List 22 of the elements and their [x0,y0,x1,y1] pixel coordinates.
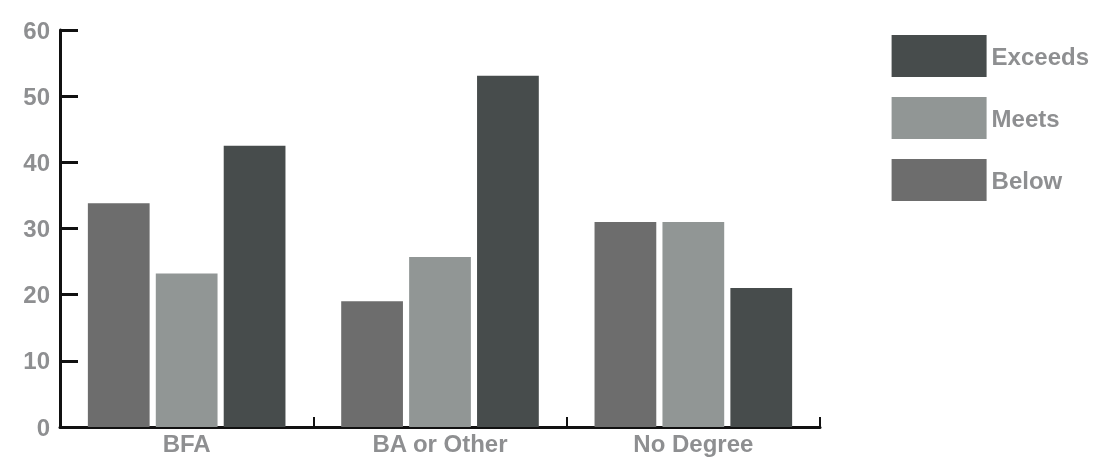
x-tick-label: BA or Other [372,429,508,457]
y-tick-label: 50 [23,82,50,110]
y-tick-label: 60 [23,16,50,44]
bar [223,145,286,427]
bar [87,203,150,427]
y-tick-label: 40 [23,148,50,176]
legend-label: Exceeds [991,42,1089,70]
bar [409,256,471,427]
legend-label: Below [991,166,1063,194]
x-tick-label: No Degree [633,429,754,457]
bar [341,301,403,427]
y-tick-label: 30 [23,215,50,242]
y-tick-label: 0 [36,413,50,441]
bar [155,273,218,427]
bar [477,75,539,427]
bar [730,288,793,427]
bar [594,221,657,427]
bar [662,221,725,427]
y-tick-label: 20 [23,281,50,309]
legend-label: Meets [991,104,1060,132]
x-tick-label: BFA [162,429,211,457]
y-tick-label: 10 [23,347,50,375]
